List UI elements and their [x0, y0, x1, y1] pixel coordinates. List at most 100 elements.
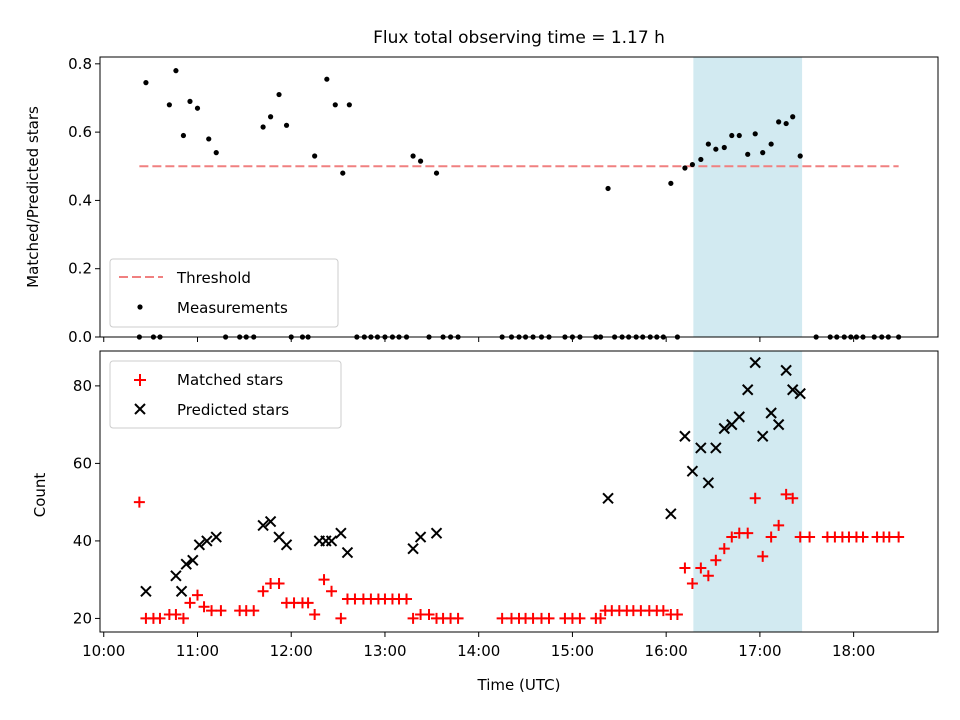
measurement-point: [332, 102, 338, 108]
x-tick-label: 13:00: [363, 642, 406, 660]
measurement-point: [283, 122, 290, 128]
matched-star-point: [726, 531, 738, 543]
top-axes-frame: [99, 56, 939, 338]
matched-star-point: [302, 597, 314, 609]
predicted-star-point: [772, 418, 785, 431]
measurement-point: [194, 105, 201, 111]
predicted-star-point: [787, 384, 799, 396]
measurement-point: [713, 146, 719, 152]
top-legend-box: [109, 258, 339, 328]
bottom-axis-ticks: 20 40 60 80 10:00 11:00 12:00 13:00 14:00 15:00 16…: [73, 377, 875, 660]
matched-star-point: [309, 609, 321, 621]
matched-star-point: [177, 612, 189, 624]
legend-predicted-swatch: [134, 403, 146, 415]
matched-star-point: [191, 589, 203, 601]
predicted-stars-points: [140, 356, 806, 598]
measurement-point: [760, 150, 766, 156]
matched-star-point: [273, 578, 285, 590]
measurement-point: [324, 76, 330, 82]
matched-star-point: [710, 554, 722, 566]
measurement-point: [698, 156, 704, 163]
predicted-star-point: [718, 422, 730, 435]
matched-star-point: [695, 562, 707, 574]
matched-star-point: [742, 527, 754, 539]
top-y-tick-label: 0.8: [68, 55, 92, 73]
matched-star-point: [671, 609, 683, 621]
bottom-legend-box: [109, 360, 342, 429]
matched-star-point: [574, 612, 586, 624]
predicted-star-point: [757, 430, 769, 442]
matched-star-point: [883, 531, 895, 543]
predicted-star-point: [264, 515, 277, 528]
bottom-y-tick-label: 40: [73, 532, 92, 550]
top-shaded-span: [693, 57, 803, 337]
predicted-star-point: [765, 407, 777, 419]
predicted-star-point: [210, 531, 222, 543]
x-tick-label: 18:00: [832, 642, 875, 660]
measurement-point: [745, 151, 751, 157]
measurement-point: [346, 102, 352, 108]
matched-star-point: [496, 612, 508, 624]
measurement-point: [705, 141, 711, 147]
measurement-point: [267, 114, 274, 120]
legend-matched-label: Matched stars: [177, 371, 283, 389]
matched-star-point: [335, 612, 347, 624]
matched-star-point: [326, 585, 338, 597]
predicted-star-point: [679, 430, 691, 442]
predicted-star-point: [749, 356, 761, 369]
matched-star-point: [257, 585, 269, 597]
measurement-point: [276, 91, 282, 98]
predicted-star-point: [665, 508, 677, 520]
measurement-point: [187, 98, 193, 104]
bottom-panel: 20 40 60 80 10:00 11:00 12:00 13:00 14:00 15:00 16…: [31, 350, 939, 694]
x-tick-label: 17:00: [738, 642, 781, 660]
x-tick-label: 11:00: [176, 642, 219, 660]
chart-title: Flux total observing time = 1.17 h: [373, 28, 665, 48]
measurements-points: [136, 68, 902, 340]
predicted-star-point: [325, 535, 338, 547]
matched-star-point: [401, 593, 413, 605]
top-y-tick-label: 0.2: [68, 260, 92, 278]
bottom-y-tick-label: 80: [73, 377, 92, 395]
legend-predicted-label: Predicted stars: [177, 401, 289, 419]
x-tick-label: 15:00: [551, 642, 594, 660]
predicted-star-point: [794, 387, 806, 400]
matched-star-point: [543, 612, 555, 624]
matched-star-point: [657, 605, 669, 617]
measurement-point: [433, 170, 440, 176]
matched-star-point: [215, 605, 227, 617]
top-legend: Threshold Measurements: [109, 258, 339, 328]
measurement-point: [605, 185, 611, 192]
legend-matched-swatch: [134, 374, 146, 386]
matched-star-point: [757, 550, 769, 562]
x-tick-label: 10:00: [82, 642, 125, 660]
predicted-star-point: [175, 585, 188, 598]
top-panel: 0.00.20.40.60.8 Matched/Predicted stars …: [24, 55, 939, 346]
measurement-point: [668, 180, 674, 186]
bottom-legend: Matched stars Predicted stars: [109, 360, 342, 429]
measurement-point: [721, 144, 727, 151]
matched-star-point: [765, 531, 777, 543]
matched-star-point: [893, 531, 905, 543]
measurement-point: [790, 114, 796, 120]
predicted-star-point: [180, 558, 192, 570]
predicted-star-point: [686, 465, 699, 477]
measurement-point: [776, 119, 782, 125]
matched-star-point: [154, 612, 166, 624]
matched-star-point: [206, 605, 218, 617]
measurement-point: [736, 132, 742, 139]
legend-measurements-swatch: [137, 304, 143, 310]
top-y-tick-label: 0.0: [68, 328, 92, 346]
measurement-point: [797, 153, 803, 159]
measurement-point: [260, 124, 266, 130]
predicted-star-point: [733, 411, 745, 423]
predicted-star-point: [780, 364, 792, 377]
matched-star-point: [749, 492, 761, 504]
predicted-star-point: [710, 442, 722, 454]
measurement-point: [213, 150, 219, 156]
measurement-point: [143, 80, 149, 86]
top-axis-ticks: 0.0 0.2 0.4 0.6 0.8: [68, 55, 855, 346]
predicted-star-point: [414, 531, 427, 543]
